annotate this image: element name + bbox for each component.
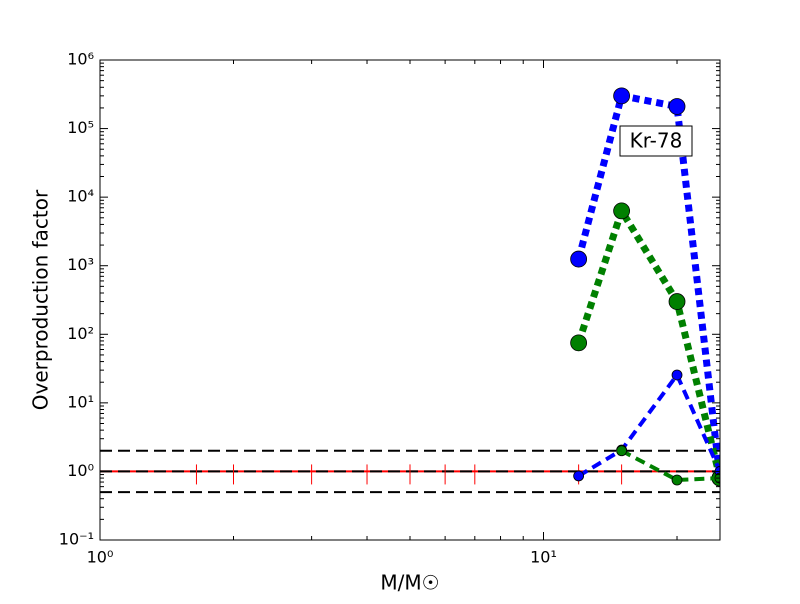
annotation-box: [619, 125, 693, 157]
y-tick-label: 10⁶: [67, 50, 94, 69]
y-tick-label: 10⁴: [67, 187, 94, 206]
marker: [570, 250, 588, 268]
marker: [573, 470, 585, 482]
y-tick-label: 10³: [67, 255, 94, 274]
marker: [613, 202, 631, 220]
y-tick-label: 10⁻¹: [59, 530, 94, 549]
marker: [668, 293, 686, 310]
y-tick-label: 10⁵: [67, 118, 94, 137]
marker: [668, 98, 686, 115]
x-tick-label: 10¹: [530, 548, 557, 567]
y-tick-label: 10⁰: [67, 461, 94, 480]
y-tick-label: 10¹: [67, 392, 94, 411]
marker: [671, 369, 683, 381]
series-line: [575, 91, 720, 479]
marker: [616, 445, 628, 457]
series-line: [577, 371, 720, 478]
y-axis-label: Overproduction factor: [29, 189, 53, 410]
x-axis-label: M/M☉: [380, 571, 439, 595]
y-tick-label: 10²: [67, 324, 94, 343]
marker: [613, 87, 631, 105]
annotation: Kr-78: [630, 129, 683, 153]
x-tick-label: 10⁰: [87, 548, 114, 567]
marker: [671, 474, 683, 486]
plot-area: [100, 87, 720, 494]
marker: [570, 334, 588, 352]
series-line: [620, 449, 720, 483]
